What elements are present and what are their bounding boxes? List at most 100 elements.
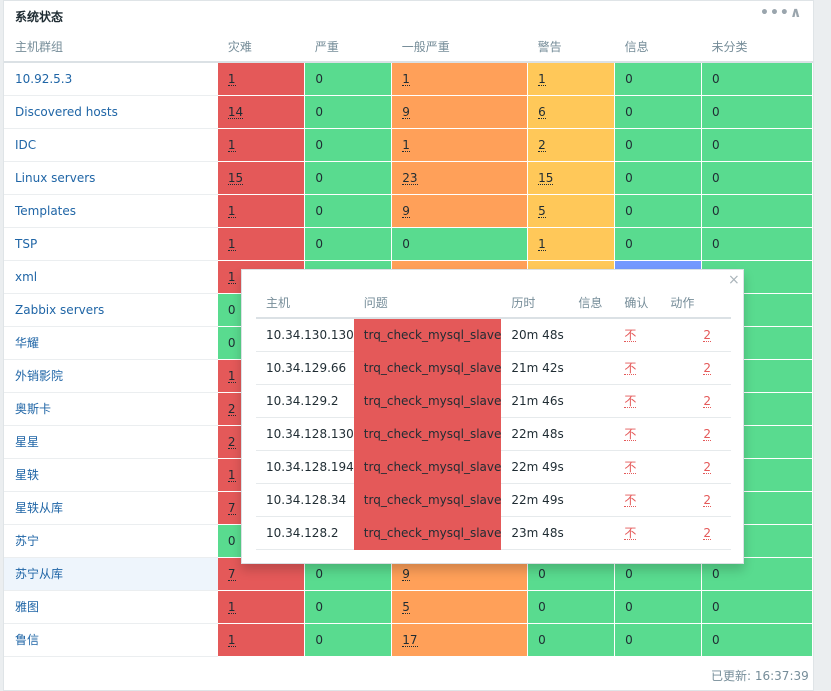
ack-link[interactable]: 不 [624, 327, 637, 342]
problem-count[interactable]: 1 [538, 236, 546, 251]
host-group-link[interactable]: 苏宁 [4, 524, 218, 558]
severity-cell-warning[interactable]: 15 [527, 161, 616, 195]
problem-count[interactable]: 7 [227, 500, 236, 515]
ack-link[interactable]: 不 [624, 459, 637, 474]
ack-link[interactable]: 不 [624, 393, 637, 408]
problem-count[interactable]: 9 [402, 566, 410, 581]
actions-link[interactable]: 2 [703, 393, 712, 408]
host-group-link[interactable]: 华耀 [4, 326, 218, 360]
problem-count[interactable]: 6 [538, 104, 546, 119]
problem-count[interactable]: 1 [402, 137, 410, 152]
problem-count[interactable]: 23 [402, 170, 418, 185]
severity-cell-warning[interactable]: 1 [527, 62, 616, 96]
more-options-icon[interactable]: ••• [760, 5, 790, 21]
severity-cell-disaster[interactable]: 14 [217, 95, 306, 129]
severity-cell-disaster[interactable]: 1 [217, 194, 306, 228]
problem-count: 0 [712, 71, 720, 86]
problem-count[interactable]: 1 [227, 71, 236, 86]
problem-name[interactable]: trq_check_mysql_slave [353, 351, 502, 385]
severity-cell-average[interactable]: 1 [391, 62, 529, 96]
close-icon[interactable]: × [728, 272, 740, 288]
problem-count[interactable]: 9 [402, 104, 410, 119]
host-group-link[interactable]: Zabbix servers [4, 293, 218, 327]
problem-count[interactable]: 1 [227, 632, 236, 647]
host-group-link[interactable]: 星轶 [4, 458, 218, 492]
actions-link[interactable]: 2 [703, 492, 712, 507]
problem-count[interactable]: 15 [538, 170, 554, 185]
severity-cell-average[interactable]: 17 [391, 623, 529, 657]
severity-cell-disaster[interactable]: 15 [217, 161, 306, 195]
ack-link[interactable]: 不 [624, 426, 637, 441]
problem-count[interactable]: 17 [402, 632, 418, 647]
problem-count[interactable]: 1 [227, 467, 236, 482]
severity-cell-high: 0 [304, 128, 393, 162]
actions-link[interactable]: 2 [703, 459, 712, 474]
problem-count[interactable]: 2 [538, 137, 546, 152]
severity-cell-warning[interactable]: 1 [527, 227, 616, 261]
problem-count[interactable]: 5 [402, 599, 410, 614]
problem-name[interactable]: trq_check_mysql_slave [353, 516, 502, 550]
host-group-link[interactable]: Linux servers [4, 161, 218, 195]
severity-cell-average[interactable]: 9 [391, 194, 529, 228]
severity-cell-warning[interactable]: 2 [527, 128, 616, 162]
problem-count[interactable]: 1 [227, 599, 236, 614]
problem-count[interactable]: 9 [402, 203, 410, 218]
problem-row: 10.34.130.130 trq_check_mysql_slave 20m 48… [256, 318, 732, 352]
host-group-link[interactable]: 10.92.5.3 [4, 62, 218, 96]
table-row: 10.92.5.3 1 0 1 1 0 0 [4, 62, 813, 96]
host-group-link[interactable]: TSP [4, 227, 218, 261]
problem-count[interactable]: 1 [227, 269, 236, 284]
problem-name[interactable]: trq_check_mysql_slave [353, 417, 502, 451]
ack-cell: 不 [614, 516, 661, 550]
host-group-link[interactable]: 奥斯卡 [4, 392, 218, 426]
severity-cell-disaster[interactable]: 1 [217, 62, 306, 96]
problem-count[interactable]: 1 [227, 137, 236, 152]
problem-count[interactable]: 1 [227, 368, 236, 383]
collapse-chevron-up-icon[interactable]: ∧ [790, 5, 802, 21]
ack-link[interactable]: 不 [624, 525, 637, 540]
problem-name[interactable]: trq_check_mysql_slave [353, 450, 502, 484]
problem-count[interactable]: 1 [402, 71, 410, 86]
severity-cell-warning[interactable]: 6 [527, 95, 616, 129]
problem-count[interactable]: 14 [227, 104, 244, 119]
duration-value: 22m 48s [501, 417, 569, 451]
problem-count[interactable]: 2 [227, 401, 236, 416]
severity-cell-average[interactable]: 9 [391, 95, 529, 129]
host-group-link[interactable]: xml [4, 260, 218, 294]
host-group-link[interactable]: 雅图 [4, 590, 218, 624]
problem-count[interactable]: 1 [227, 236, 236, 251]
problem-count[interactable]: 2 [227, 434, 236, 449]
severity-cell-disaster[interactable]: 1 [217, 227, 306, 261]
actions-link[interactable]: 2 [703, 327, 712, 342]
ack-link[interactable]: 不 [624, 360, 637, 375]
problem-count[interactable]: 1 [227, 203, 236, 218]
severity-cell-disaster[interactable]: 1 [217, 590, 306, 624]
host-group-link[interactable]: 星轶从库 [4, 491, 218, 525]
severity-cell-disaster[interactable]: 1 [217, 623, 306, 657]
problem-name[interactable]: trq_check_mysql_slave [353, 318, 502, 352]
host-group-link[interactable]: 苏宁从库 [4, 557, 218, 591]
severity-cell-average[interactable]: 23 [391, 161, 529, 195]
actions-link[interactable]: 2 [703, 360, 712, 375]
problem-count[interactable]: 7 [227, 566, 236, 581]
problem-count[interactable]: 5 [538, 203, 546, 218]
severity-cell-warning[interactable]: 5 [527, 194, 616, 228]
ack-link[interactable]: 不 [624, 492, 637, 507]
host-group-link[interactable]: 外销影院 [4, 359, 218, 393]
host-group-link[interactable]: 星星 [4, 425, 218, 459]
host-group-link[interactable]: 鲁信 [4, 623, 218, 657]
actions-link[interactable]: 2 [703, 426, 712, 441]
severity-cell-disaster[interactable]: 1 [217, 128, 306, 162]
host-group-link[interactable]: IDC [4, 128, 218, 162]
host-group-link[interactable]: Templates [4, 194, 218, 228]
severity-cell-average[interactable]: 1 [391, 128, 529, 162]
problem-count: 0 [625, 203, 633, 218]
severity-cell-average[interactable]: 5 [391, 590, 529, 624]
actions-link[interactable]: 2 [703, 525, 712, 540]
problem-count[interactable]: 1 [538, 71, 546, 86]
col-ack: 确认 [614, 287, 661, 319]
host-group-link[interactable]: Discovered hosts [4, 95, 218, 129]
problem-name[interactable]: trq_check_mysql_slave [353, 384, 502, 418]
problem-count[interactable]: 15 [227, 170, 244, 185]
problem-name[interactable]: trq_check_mysql_slave [353, 483, 502, 517]
